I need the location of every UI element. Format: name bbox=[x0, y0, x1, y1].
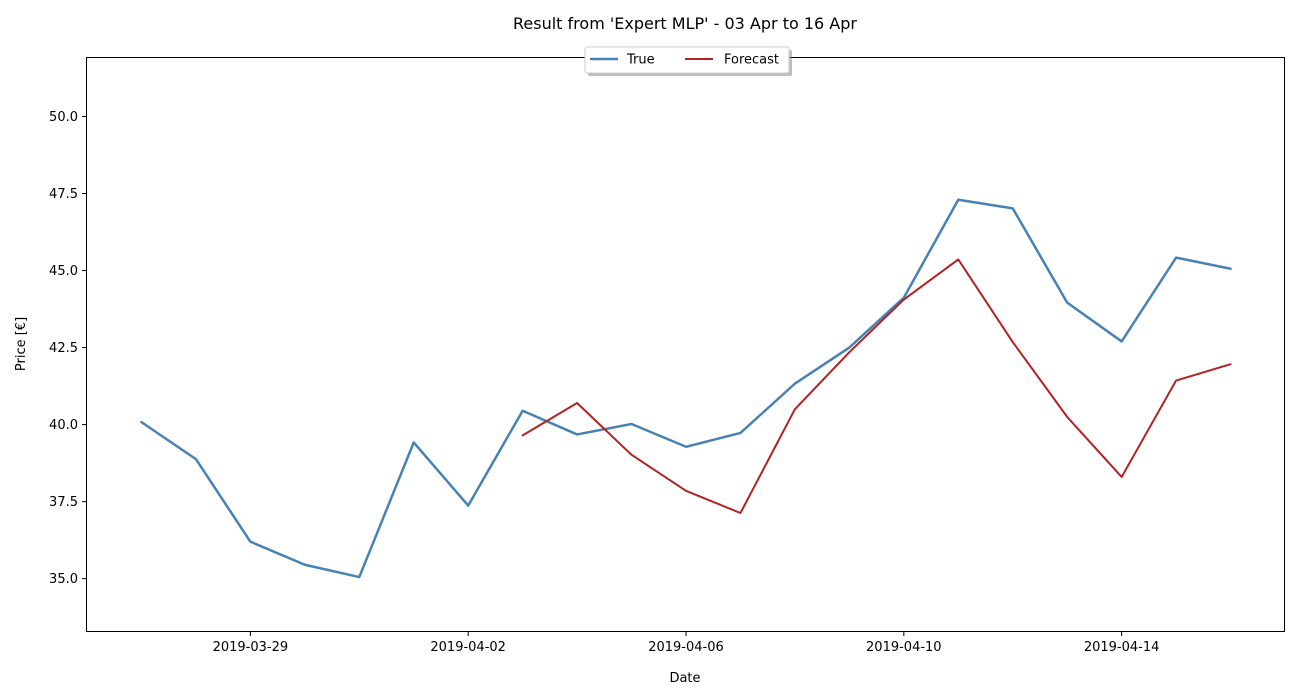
plot-area bbox=[86, 57, 1285, 632]
chart-title: Result from 'Expert MLP' - 03 Apr to 16 … bbox=[513, 14, 857, 33]
y-tick-label: 42.5 bbox=[49, 341, 78, 356]
y-tick-label: 40.0 bbox=[49, 418, 78, 433]
legend: True Forecast bbox=[584, 46, 792, 76]
series-layer bbox=[140, 198, 1232, 579]
y-tick-label: 47.5 bbox=[49, 187, 78, 202]
legend-label-true: True bbox=[626, 53, 655, 68]
y-axis: 35.0 37.5 40.0 42.5 45.0 47.5 50.0 bbox=[49, 110, 87, 587]
y-tick-label: 45.0 bbox=[49, 264, 78, 279]
legend-label-forecast: Forecast bbox=[724, 53, 779, 68]
y-tick-label: 35.0 bbox=[49, 572, 78, 587]
x-axis: 2019-03-29 2019-04-02 2019-04-06 2019-04-10… bbox=[213, 631, 1160, 655]
x-tick-label: 2019-04-14 bbox=[1084, 640, 1160, 655]
series-line-forecast bbox=[521, 258, 1232, 515]
x-tick-label: 2019-03-29 bbox=[213, 640, 289, 655]
y-tick-label: 50.0 bbox=[49, 110, 78, 125]
y-axis-title: Price [€] bbox=[14, 317, 29, 371]
x-axis-title: Date bbox=[669, 671, 700, 686]
y-tick-label: 37.5 bbox=[49, 495, 78, 510]
x-tick-label: 2019-04-02 bbox=[430, 640, 506, 655]
x-tick-label: 2019-04-06 bbox=[648, 640, 724, 655]
x-tick-label: 2019-04-10 bbox=[866, 640, 942, 655]
series-line-true bbox=[140, 198, 1232, 579]
